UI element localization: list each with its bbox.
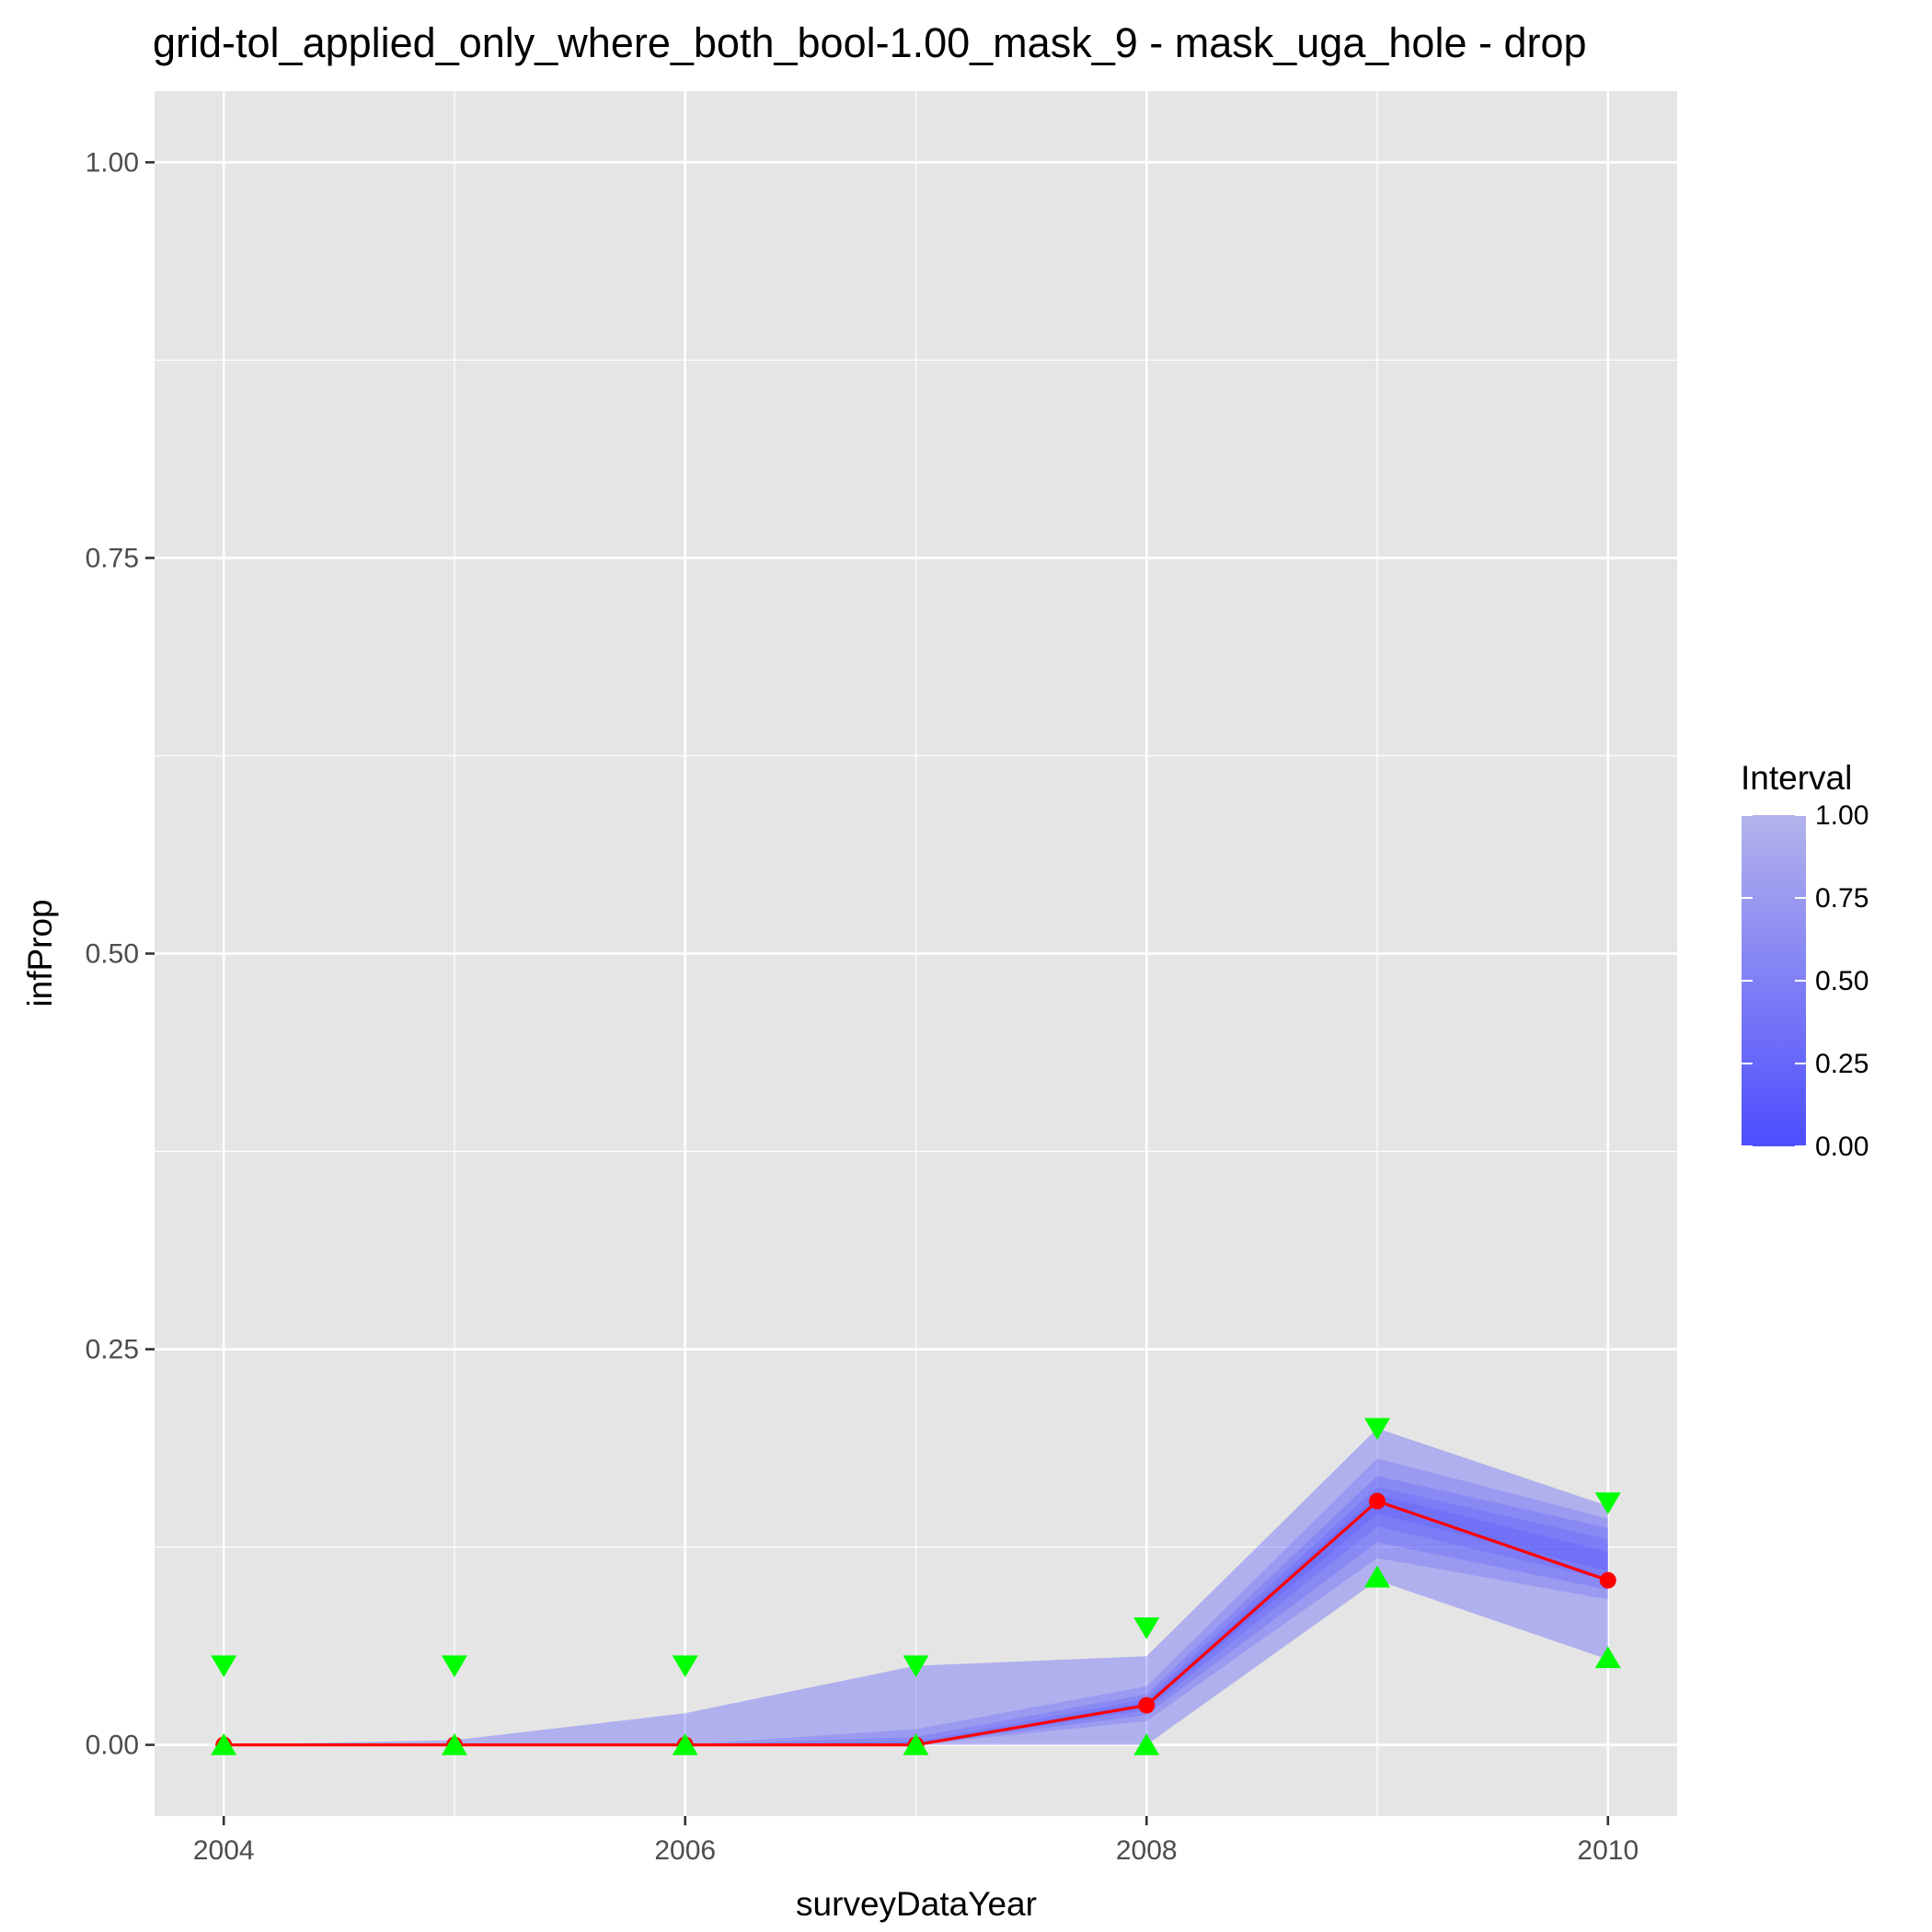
median-point [1599,1571,1616,1589]
legend-title: Interval [1741,759,1852,797]
interval-band-0.4 [224,1487,1608,1745]
chart-title: grid-tol_applied_only_where_both_bool-1.… [153,19,1587,66]
legend-break-label: 1.00 [1815,800,1869,831]
legend-break-label: 0.50 [1815,966,1869,996]
upper-marker [1364,1418,1391,1441]
legend-break-label: 0.25 [1815,1049,1869,1079]
interval-band-0.2 [224,1494,1608,1745]
upper-marker [672,1655,698,1678]
y-tick-label: 0.50 [86,939,139,970]
lower-marker [441,1732,467,1755]
interval-band-0.6 [224,1476,1608,1745]
legend: Interval 0.00 0.25 0.50 0.75 1.00 [1741,759,1869,1162]
lower-marker [211,1732,237,1755]
lower-marker [1594,1646,1621,1669]
x-axis-label: surveyDataYear [796,1885,1037,1923]
interval-bands [224,1428,1608,1745]
interval-band-1 [224,1428,1608,1745]
lower-marker [672,1732,698,1755]
legend-break-label: 0.75 [1815,883,1869,914]
x-axis: 2004 2006 2008 2010 [193,1816,1639,1866]
upper-marker [211,1655,237,1678]
interval-band-0.8 [224,1458,1608,1745]
y-axis-label: infProp [21,899,59,1006]
lower-marker [903,1732,929,1755]
x-tick-label: 2006 [654,1835,716,1866]
legend-ticks: 0.00 0.25 0.50 0.75 1.00 [1742,800,1869,1162]
y-tick-label: 0.25 [86,1335,139,1365]
y-axis: 0.00 0.25 0.50 0.75 1.00 [86,147,155,1761]
median-point [1369,1492,1386,1510]
upper-marker [441,1655,467,1678]
y-tick-label: 1.00 [86,147,139,178]
x-tick-label: 2008 [1116,1835,1178,1866]
upper-marker [903,1655,929,1678]
x-tick-label: 2010 [1577,1835,1639,1866]
median-point [1138,1696,1156,1714]
lower-marker [1133,1732,1160,1755]
y-tick-label: 0.00 [86,1731,139,1761]
upper-marker [1133,1617,1160,1639]
observation-markers [211,1418,1621,1755]
y-tick-label: 0.75 [86,543,139,573]
legend-break-label: 0.00 [1815,1132,1869,1162]
x-tick-label: 2004 [193,1835,255,1866]
lower-marker [1364,1565,1391,1588]
upper-marker [1594,1492,1621,1515]
